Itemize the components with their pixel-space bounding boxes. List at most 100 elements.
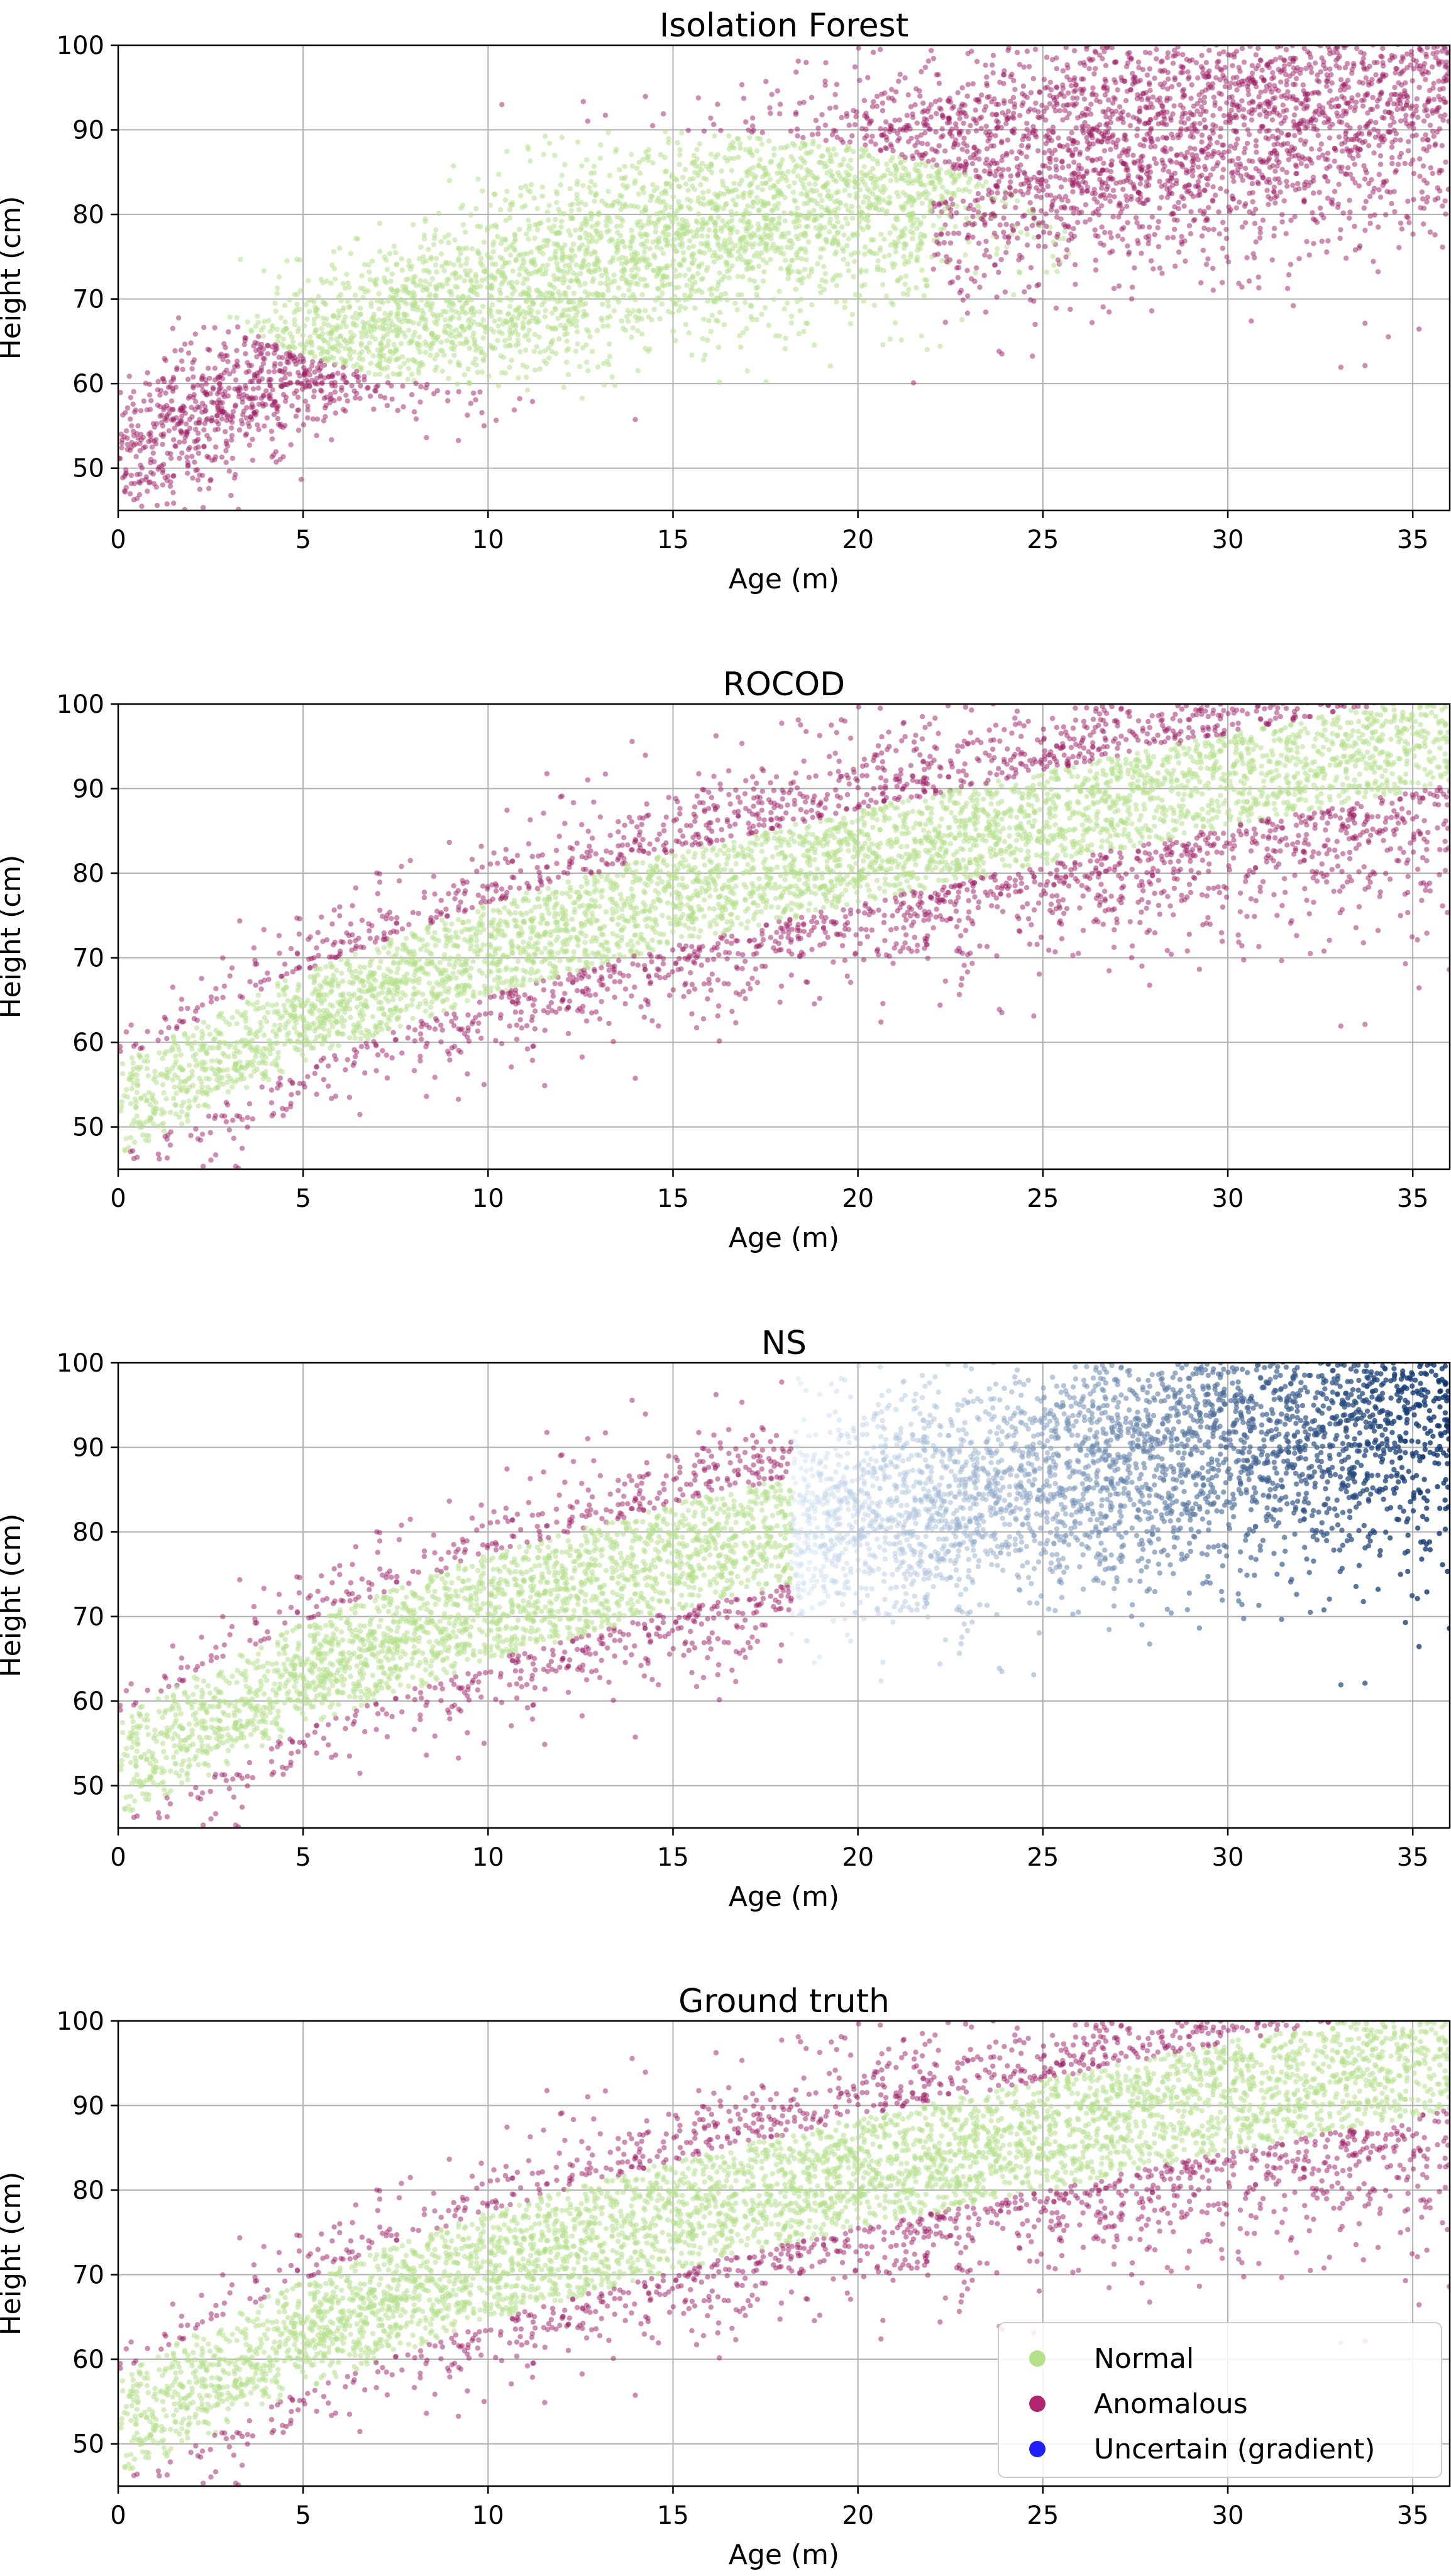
point-anomalous [1339, 141, 1345, 147]
point-normal [292, 317, 297, 323]
point-anomalous [1233, 128, 1239, 134]
point-normal [756, 263, 762, 269]
point-anomalous [1323, 66, 1328, 72]
point-normal [767, 177, 773, 182]
point-normal [827, 152, 834, 158]
point-normal [711, 259, 717, 265]
point-anomalous [1167, 96, 1173, 101]
point-anomalous [314, 432, 319, 438]
point-anomalous [1017, 113, 1023, 118]
point-normal [592, 199, 597, 204]
point-anomalous [1314, 127, 1320, 133]
point-normal [693, 289, 698, 294]
point-normal [367, 277, 373, 282]
point-anomalous [190, 385, 196, 390]
point-anomalous [1048, 192, 1054, 198]
point-anomalous [925, 158, 931, 164]
point-normal [807, 181, 812, 187]
point-anomalous [832, 92, 838, 97]
point-anomalous [1417, 156, 1423, 162]
point-normal [629, 151, 634, 157]
point-anomalous [996, 179, 1002, 184]
point-normal [556, 289, 561, 295]
point-anomalous [1160, 84, 1166, 90]
point-anomalous [857, 77, 863, 84]
point-normal [524, 231, 529, 237]
point-anomalous [199, 383, 205, 389]
point-anomalous [989, 62, 995, 68]
point-anomalous [1292, 133, 1298, 138]
point-anomalous [1242, 203, 1248, 209]
point-normal [760, 278, 766, 284]
point-anomalous [307, 384, 312, 390]
point-anomalous [944, 258, 950, 265]
point-anomalous [1374, 60, 1380, 65]
point-normal [480, 356, 486, 362]
point-anomalous [1253, 239, 1259, 245]
point-normal [527, 223, 532, 229]
point-normal [421, 236, 428, 242]
point-anomalous [1046, 165, 1052, 171]
point-anomalous [1128, 196, 1134, 202]
point-normal [700, 357, 707, 363]
point-normal [657, 316, 663, 322]
point-normal [930, 163, 935, 170]
point-anomalous [1357, 124, 1363, 130]
point-anomalous [1421, 206, 1427, 211]
point-normal [781, 251, 786, 256]
point-normal [351, 349, 357, 355]
point-anomalous [1124, 89, 1130, 94]
point-anomalous [1130, 70, 1135, 77]
point-anomalous [1425, 45, 1430, 50]
point-anomalous [822, 82, 828, 88]
point-anomalous [1001, 101, 1007, 106]
point-anomalous [1092, 227, 1098, 233]
point-normal [701, 175, 707, 181]
point-anomalous [1389, 155, 1395, 160]
point-anomalous [1018, 143, 1025, 148]
point-normal [543, 307, 548, 314]
point-anomalous [1010, 111, 1017, 116]
point-anomalous [1308, 119, 1313, 126]
point-anomalous [130, 401, 136, 407]
point-normal [836, 242, 841, 248]
point-anomalous [1164, 109, 1170, 115]
point-normal [947, 168, 953, 174]
point-anomalous [341, 365, 346, 370]
point-anomalous [168, 455, 174, 461]
point-anomalous [1042, 244, 1048, 250]
point-normal [234, 315, 240, 321]
point-anomalous [1290, 82, 1296, 87]
point-anomalous [1157, 265, 1163, 271]
point-normal [500, 264, 505, 270]
point-normal [397, 365, 403, 370]
point-anomalous [1120, 236, 1125, 242]
point-normal [706, 227, 712, 233]
point-normal [651, 188, 657, 194]
point-normal [910, 236, 915, 241]
point-anomalous [1357, 79, 1362, 85]
point-normal [360, 295, 366, 300]
point-anomalous [1272, 194, 1278, 201]
point-anomalous [224, 353, 230, 358]
point-normal [749, 266, 755, 272]
point-anomalous [1005, 48, 1011, 53]
point-anomalous [197, 487, 203, 492]
point-normal [834, 299, 839, 305]
point-anomalous [1314, 219, 1320, 225]
point-anomalous [1110, 214, 1116, 219]
point-normal [925, 173, 932, 179]
point-normal [705, 337, 710, 343]
point-anomalous [305, 407, 311, 413]
point-normal [919, 267, 925, 273]
point-normal [594, 328, 600, 333]
point-normal [819, 212, 825, 218]
point-normal [364, 346, 370, 351]
point-normal [832, 251, 838, 257]
point-normal [492, 191, 498, 197]
point-normal [847, 157, 854, 163]
point-anomalous [1015, 164, 1020, 170]
point-anomalous [1024, 242, 1030, 248]
point-anomalous [975, 191, 981, 197]
point-normal [686, 267, 692, 272]
